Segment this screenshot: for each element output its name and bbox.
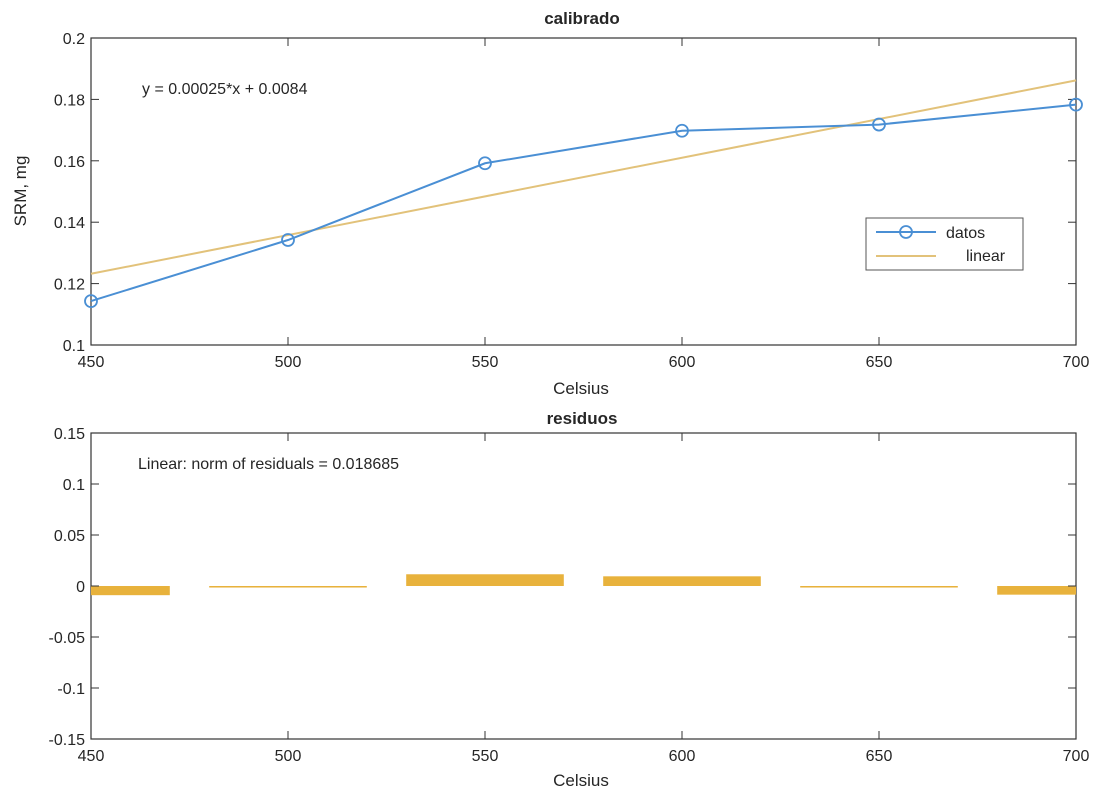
residuals-plot-area bbox=[91, 574, 1076, 596]
datos-point bbox=[281, 233, 295, 247]
residual-bar bbox=[406, 574, 564, 586]
residuals-x-tick-label: 550 bbox=[472, 748, 499, 765]
residuals-y-tick-label: -0.15 bbox=[49, 732, 86, 749]
residuals-y-tick-label: 0 bbox=[76, 579, 85, 596]
calibration-axes-box bbox=[90, 37, 1077, 346]
legend-box bbox=[865, 217, 1024, 271]
calibration-y-tick-label: 0.16 bbox=[54, 154, 85, 171]
residuals-x-tick-label: 700 bbox=[1063, 748, 1090, 765]
calibration-y-tick-label: 0.1 bbox=[63, 338, 85, 355]
residuals-x-tick-label: 500 bbox=[275, 748, 302, 765]
residuals-y-tick-label: -0.1 bbox=[57, 681, 85, 698]
calibration-y-tick-label: 0.14 bbox=[54, 215, 85, 232]
residual-bar bbox=[91, 586, 170, 596]
calibration-y-tick-label: 0.12 bbox=[54, 277, 85, 294]
residuals-y-tick-label: 0.1 bbox=[63, 477, 85, 494]
calibration-y-tick-label: 0.2 bbox=[63, 31, 85, 48]
calibration-x-tick-label: 650 bbox=[866, 354, 893, 371]
datos-point bbox=[675, 123, 689, 138]
calibration-x-ticks: 450 500 550 600 650 700 bbox=[78, 38, 1090, 371]
calibration-x-tick-label: 450 bbox=[78, 354, 105, 371]
legend-linear-label: linear bbox=[966, 248, 1006, 265]
calibration-y-tick-label: 0.18 bbox=[54, 92, 85, 109]
residual-bar bbox=[603, 576, 761, 586]
calibration-x-tick-label: 550 bbox=[472, 354, 499, 371]
datos-point bbox=[1069, 97, 1083, 112]
residuals-title: residuos bbox=[547, 409, 618, 428]
residuals-norm-annotation: Linear: norm of residuals = 0.018685 bbox=[138, 456, 399, 473]
calibration-legend: datos linear bbox=[865, 217, 1024, 271]
calibration-panel: calibrado 450 500 550 600 650 700 0.1 0.12 0.14… bbox=[11, 9, 1089, 398]
residuals-x-tick-label: 650 bbox=[866, 748, 893, 765]
series-linear-line bbox=[90, 79, 1077, 275]
residuals-y-tick-label: 0.15 bbox=[54, 426, 85, 443]
residuals-panel: residuos 450 500 550 600 650 700 -0.15-0.1-0.… bbox=[49, 409, 1090, 790]
calibration-x-tick-label: 500 bbox=[275, 354, 302, 371]
calibration-x-axis-label: Celsius bbox=[553, 379, 609, 398]
residual-bar bbox=[800, 586, 958, 588]
calibration-x-tick-label: 600 bbox=[669, 354, 696, 371]
residuals-y-tick-label: 0.05 bbox=[54, 528, 85, 545]
residuals-x-axis-label: Celsius bbox=[553, 771, 609, 790]
calibration-x-tick-label: 700 bbox=[1063, 354, 1090, 371]
fit-equation-annotation: y = 0.00025*x + 0.0084 bbox=[142, 81, 308, 98]
residual-bar bbox=[997, 586, 1076, 595]
legend-datos-label: datos bbox=[946, 225, 985, 242]
calibration-y-ticks: 0.1 0.12 0.14 0.16 0.18 0.2 bbox=[54, 31, 1076, 355]
datos-point bbox=[872, 117, 886, 132]
calibration-title: calibrado bbox=[544, 9, 620, 28]
residuals-x-tick-label: 450 bbox=[78, 748, 105, 765]
legend-datos-marker bbox=[899, 225, 913, 239]
residuals-x-tick-label: 600 bbox=[669, 748, 696, 765]
residuals-y-ticks: -0.15 -0.1 -0.05 0 0.05 0.1 0.15 bbox=[49, 426, 1076, 749]
datos-point bbox=[478, 156, 492, 171]
calibration-plot-area bbox=[84, 79, 1083, 308]
residual-bar bbox=[209, 586, 367, 588]
datos-point bbox=[84, 294, 98, 308]
calibration-y-axis-label: SRM, mg bbox=[11, 156, 30, 227]
series-datos-line bbox=[90, 103, 1077, 303]
residuals-y-tick-label: -0.05 bbox=[49, 630, 86, 647]
residuals-x-ticks: 450 500 550 600 650 700 bbox=[78, 433, 1090, 765]
